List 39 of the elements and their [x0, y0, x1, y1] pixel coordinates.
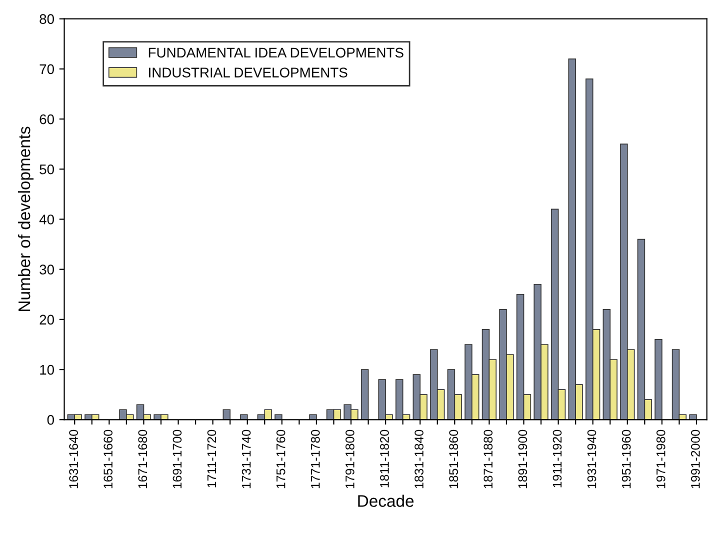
x-tick-label: 1991-2000: [691, 430, 700, 488]
y-tick-label: 20: [40, 314, 54, 325]
x-tick-label: 1931-1940: [587, 430, 596, 488]
x-tick-label: 1711-1720: [207, 430, 216, 488]
y-axis-title: Number of developments: [18, 126, 34, 311]
x-tick-label: 1891-1900: [518, 430, 528, 488]
x-tick-label: 1671-1680: [138, 430, 148, 488]
y-tick-label: 10: [40, 364, 54, 375]
x-tick-label: 1971-1980: [656, 430, 666, 488]
legend-label: FUNDAMENTAL IDEA DEVELOPMENTS: [148, 48, 404, 58]
x-tick-label: 1751-1760: [276, 430, 286, 488]
x-tick-label: 1771-1780: [310, 430, 320, 488]
x-tick-label: 1631-1640: [69, 430, 78, 488]
bar: [274, 414, 282, 420]
bar: [309, 414, 317, 420]
y-tick-label: 70: [40, 64, 54, 74]
x-tick-label: 1811-1820: [380, 430, 389, 488]
y-tick-label: 80: [40, 14, 54, 24]
x-tick-label: 1871-1880: [484, 430, 493, 488]
x-tick-label: 1851-1860: [449, 430, 458, 488]
x-tick-label: 1951-1960: [622, 430, 631, 488]
legend-label: INDUSTRIAL DEVELOPMENTS: [149, 68, 348, 78]
x-tick-label: 1731-1740: [242, 430, 251, 488]
x-tick-label: 1691-1700: [172, 430, 182, 488]
bar: [222, 409, 231, 420]
bar: [240, 414, 248, 420]
x-tick-label: 1791-1800: [346, 430, 354, 488]
x-tick-label: 1651-1660: [104, 430, 113, 488]
bar: [360, 369, 369, 420]
bar: [654, 339, 662, 420]
bar: [689, 414, 697, 420]
y-tick-label: 30: [40, 264, 54, 275]
y-tick-label: 60: [40, 114, 54, 124]
x-tick-label: 1831-1840: [414, 430, 424, 488]
y-tick-label: 50: [40, 164, 54, 174]
y-tick-label: 40: [39, 214, 54, 224]
x-axis-title: Decade: [358, 494, 414, 507]
y-tick-label: 0: [47, 414, 54, 425]
x-tick-label: 1911-1920: [552, 430, 562, 488]
